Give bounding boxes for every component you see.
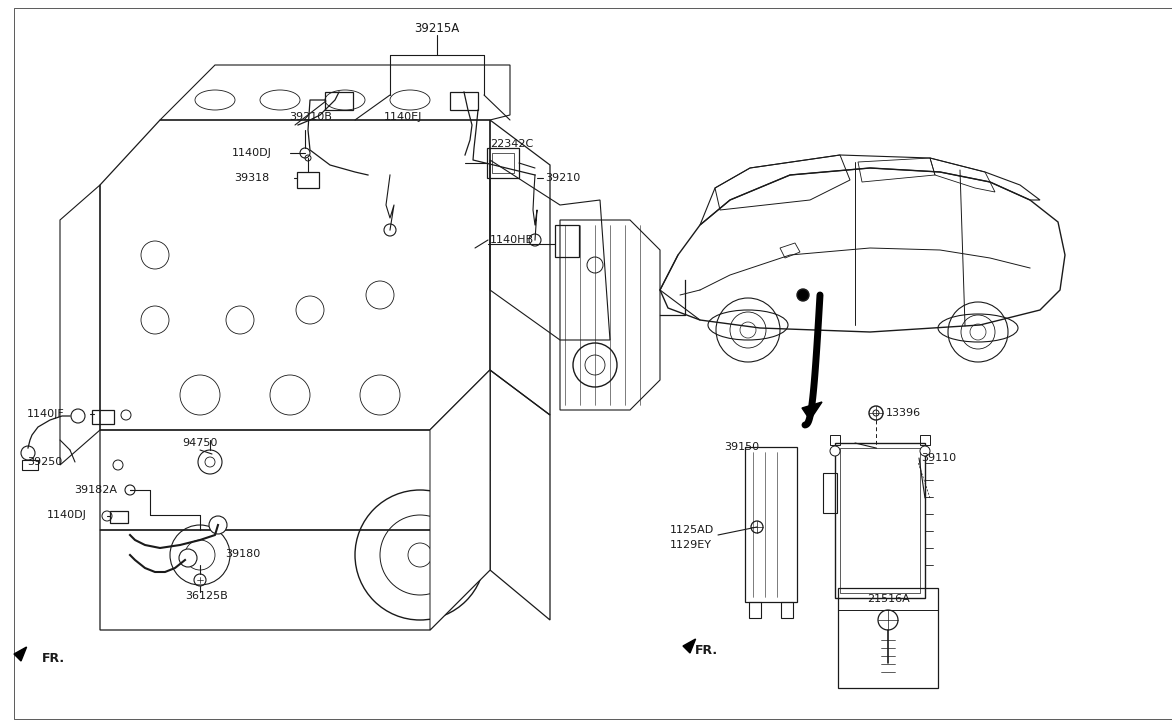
Text: 1140DJ: 1140DJ (47, 510, 87, 520)
Bar (838, 588, 938, 688)
Bar (556, 225, 579, 257)
Bar (325, 92, 353, 110)
Polygon shape (802, 402, 822, 420)
Text: 39110: 39110 (921, 453, 956, 463)
Bar (745, 447, 797, 602)
Circle shape (125, 485, 135, 495)
Circle shape (797, 289, 809, 301)
Text: 39180: 39180 (225, 549, 260, 559)
Text: 1129EY: 1129EY (670, 540, 713, 550)
Polygon shape (14, 647, 27, 661)
Text: 39210: 39210 (545, 173, 580, 183)
Circle shape (209, 516, 227, 534)
Text: FR.: FR. (42, 651, 66, 664)
Bar (492, 153, 515, 173)
Text: 1125AD: 1125AD (670, 525, 714, 535)
Text: FR.: FR. (695, 643, 718, 656)
Text: 39318: 39318 (234, 173, 270, 183)
Bar (830, 435, 840, 445)
Bar (22, 460, 38, 470)
Text: 1140EJ: 1140EJ (384, 112, 422, 122)
Bar (920, 435, 931, 445)
Circle shape (868, 406, 883, 420)
Text: 1140HB: 1140HB (490, 235, 534, 245)
Circle shape (751, 521, 763, 533)
Bar (749, 602, 761, 618)
Text: 94750: 94750 (182, 438, 217, 448)
Bar (110, 511, 128, 523)
Text: 22342C: 22342C (490, 139, 533, 149)
Text: 1140JF: 1140JF (27, 409, 64, 419)
Polygon shape (430, 370, 490, 630)
Bar (91, 410, 114, 424)
Bar (450, 92, 478, 110)
Circle shape (920, 446, 931, 456)
Text: 39210B: 39210B (289, 112, 332, 122)
Bar (781, 602, 793, 618)
Text: 1140DJ: 1140DJ (232, 148, 272, 158)
Bar (297, 172, 319, 188)
Text: 36125B: 36125B (185, 591, 227, 601)
Text: 13396: 13396 (886, 408, 921, 418)
Bar (840, 448, 920, 593)
Text: 39150: 39150 (724, 442, 759, 452)
Bar (823, 473, 837, 513)
Bar (488, 148, 519, 178)
Text: 21516A: 21516A (866, 594, 909, 604)
Text: 39215A: 39215A (415, 22, 459, 34)
Text: 39182A: 39182A (74, 485, 117, 495)
Circle shape (179, 549, 197, 567)
Circle shape (830, 446, 840, 456)
Polygon shape (683, 639, 696, 653)
Text: 39250: 39250 (27, 457, 62, 467)
Bar (834, 443, 925, 598)
